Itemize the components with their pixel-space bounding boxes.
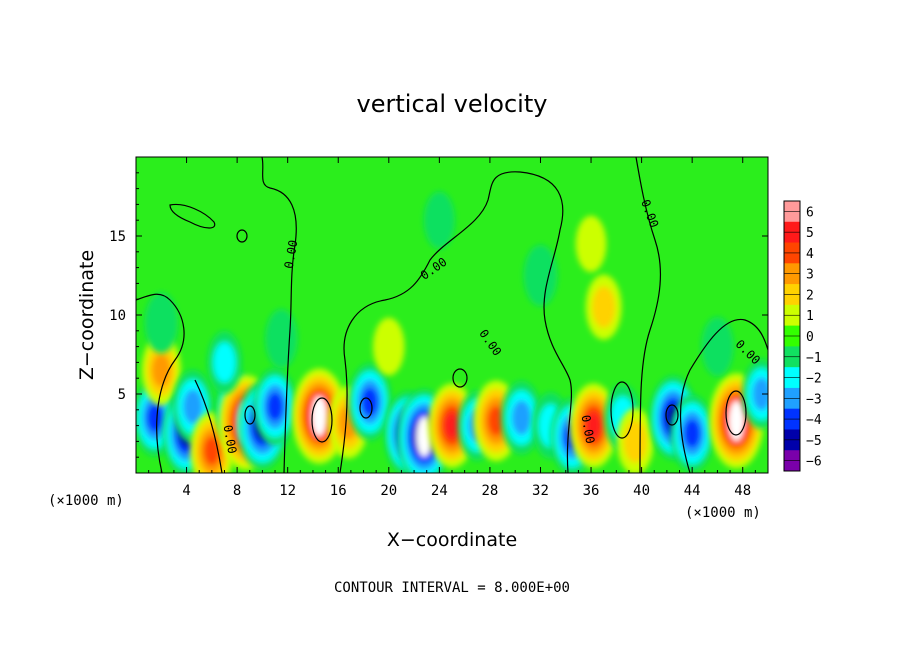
x-tick-label: 8 [233, 483, 241, 499]
chart-title: vertical velocity [357, 90, 548, 118]
colorbar-tick-label: 6 [806, 205, 814, 220]
colorbar-tick-label: −6 [806, 455, 822, 470]
velocity-cell [585, 274, 622, 340]
x-tick-label: 16 [330, 483, 347, 499]
zero-contour-13 [359, 397, 373, 419]
zero-contour-14 [452, 368, 468, 388]
zero-contour-3 [261, 157, 297, 473]
velocity-band [701, 317, 734, 377]
x-tick-label: 44 [684, 483, 701, 499]
zero-contour-6 [679, 318, 768, 473]
x-unit-right: (×1000 m) [685, 505, 761, 521]
contour-label: 0.00 [282, 239, 301, 270]
velocity-cell [523, 244, 558, 307]
contour-label: 0.00 [579, 414, 598, 445]
velocity-band [373, 317, 405, 376]
colorbar-tick-label: 0 [806, 330, 814, 345]
velocity-cell [616, 408, 654, 473]
zero-contour-15 [244, 405, 256, 425]
velocity-field [136, 191, 768, 473]
zero-contour-11 [610, 381, 634, 439]
colorbar-tick-label: −3 [806, 392, 822, 407]
velocity-band [265, 309, 298, 369]
velocity-cell [500, 380, 543, 455]
velocity-cell [575, 215, 607, 273]
velocity-band [423, 191, 455, 249]
y-tick-label: 10 [109, 308, 126, 324]
zero-contour-12 [665, 404, 679, 426]
velocity-band [623, 420, 648, 463]
zero-contour-lines [136, 157, 768, 473]
velocity-band [183, 389, 203, 425]
velocity-cell [423, 191, 455, 249]
velocity-cell [348, 363, 392, 441]
velocity-band [752, 377, 768, 411]
y-tick-label: 15 [109, 229, 126, 245]
contour-interval-note: CONTOUR INTERVAL = 8.000E+00 [334, 580, 570, 596]
colorbar-tick-label: 4 [806, 247, 814, 262]
velocity-band [144, 292, 178, 354]
velocity-band [511, 400, 532, 436]
contour-label: 0.00 [221, 424, 240, 455]
velocity-band [444, 412, 460, 439]
zero-contour-8 [236, 229, 248, 243]
y-axis-ticks: 5 10 15 [109, 172, 768, 458]
zero-contour-9 [311, 397, 333, 443]
velocity-cell [701, 317, 734, 377]
velocity-cell [670, 394, 714, 473]
colorbar-tick-label: 1 [806, 309, 814, 324]
x-tick-label: 40 [633, 483, 650, 499]
velocity-band [523, 244, 558, 307]
velocity-core [416, 416, 432, 457]
velocity-cell [569, 383, 618, 468]
velocity-band [487, 405, 505, 437]
x-tick-label: 24 [431, 483, 448, 499]
zero-contour-2 [194, 379, 223, 473]
zero-contour-7 [169, 203, 216, 229]
velocity-cell [144, 292, 178, 354]
colorbar: 6 5 4 3 2 1 0 −1 −2 −3 −4 −5 −6 [783, 200, 822, 472]
zero-contour-5 [635, 157, 662, 473]
y-axis-label: Z−coordinate [76, 250, 98, 380]
zero-contour-4 [339, 171, 573, 473]
velocity-band [592, 286, 616, 328]
colorbar-tick-label: 2 [806, 288, 814, 303]
velocity-cell [253, 368, 297, 446]
velocity-band [146, 403, 164, 433]
velocity-cell [373, 317, 405, 376]
y-tick-label: 5 [118, 387, 126, 403]
x-unit-left: (×1000 m) [48, 493, 124, 509]
velocity-band [361, 387, 378, 417]
x-tick-label: 32 [532, 483, 549, 499]
x-tick-label: 12 [279, 483, 296, 499]
velocity-band [575, 215, 607, 273]
velocity-core [728, 400, 745, 441]
velocity-cell [141, 335, 181, 406]
zero-contour-1 [136, 293, 185, 473]
colorbar-tick-label: −2 [806, 372, 822, 387]
x-tick-label: 28 [481, 483, 498, 499]
velocity-band [213, 342, 236, 383]
x-tick-label: 20 [380, 483, 397, 499]
velocity-band [586, 412, 601, 439]
zero-contour-10 [725, 390, 747, 436]
velocity-cell [265, 309, 298, 369]
velocity-band [684, 419, 701, 448]
x-tick-label: 4 [182, 483, 190, 499]
velocity-core [311, 396, 327, 437]
velocity-cell [742, 359, 768, 429]
velocity-band [266, 392, 284, 422]
x-axis-label: X−coordinate [387, 529, 517, 551]
x-axis-ticks: 4 8 12 16 20 24 28 32 36 40 44 48 [148, 157, 756, 499]
x-tick-label: 36 [583, 483, 600, 499]
colorbar-tick-label: 5 [806, 226, 814, 241]
velocity-cell [207, 331, 242, 394]
colorbar-tick-label: −4 [806, 413, 822, 428]
colorbar-tick-label: −1 [806, 351, 822, 366]
x-tick-label: 48 [734, 483, 751, 499]
velocity-band [152, 353, 171, 387]
colorbar-tick-label: 3 [806, 268, 814, 283]
colorbar-tick-label: −5 [806, 434, 822, 449]
